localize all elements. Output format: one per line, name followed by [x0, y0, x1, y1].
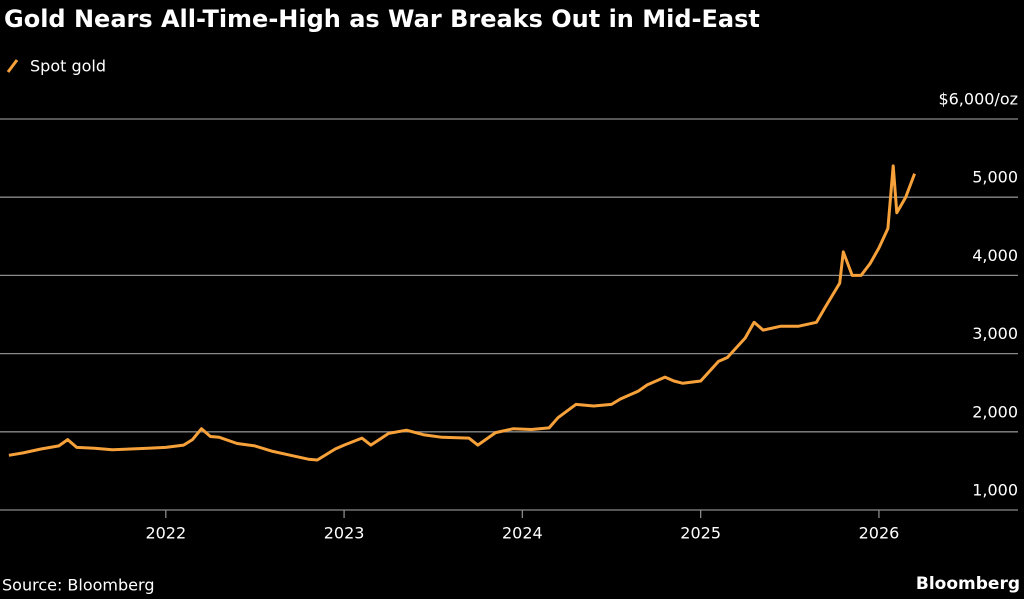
legend-label: Spot gold [30, 57, 106, 76]
x-tick-label: 2022 [145, 524, 186, 543]
x-tick-label: 2026 [859, 524, 900, 543]
y-tick-label: 1,000 [972, 481, 1018, 500]
y-tick-label: 5,000 [972, 168, 1018, 187]
source: Source: Bloomberg [2, 576, 154, 595]
legend-swatch [6, 59, 19, 73]
x-tick-label: 2024 [502, 524, 543, 543]
y-tick-label: 2,000 [972, 402, 1018, 421]
brand: Bloomberg [916, 574, 1020, 594]
line-series [8, 164, 917, 462]
y-tick-label: 4,000 [972, 246, 1018, 265]
x-tick-label: 2025 [680, 524, 721, 543]
y-tick-label: $6,000/oz [938, 90, 1018, 109]
y-tick-label: 3,000 [972, 324, 1018, 343]
x-tick-label: 2023 [324, 524, 365, 543]
chart-title: Gold Nears All-Time-High as War Breaks O… [4, 5, 760, 33]
